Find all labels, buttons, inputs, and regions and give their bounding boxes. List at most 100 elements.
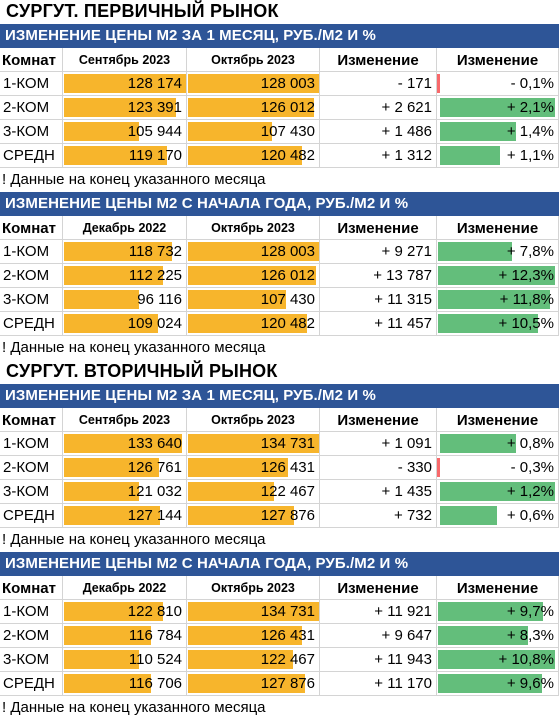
price-period-b: 127 876 [187,672,320,696]
cell-text: Октябрь 2023 [211,221,295,235]
cell-text: 134 731 [260,603,315,620]
table-row: 1-КОМ 128 174 128 003 - 171 - 0,1% [0,72,559,96]
price-period-a: 123 391 [63,96,187,120]
cell-text: + 11 943 [374,651,432,668]
change-percent: + 9,7% [437,600,559,624]
price-period-a: 126 761 [63,456,187,480]
change-absolute: + 11 943 [320,648,437,672]
price-period-a: 109 024 [63,312,187,336]
table-row: СРЕДН 116 706 127 876 + 11 170 + 9,6% [0,672,559,696]
cell-text: + 2,1% [506,99,554,116]
change-percent: + 0,6% [437,504,559,528]
cell-text: + 2 621 [381,99,432,116]
change-absolute: + 11 315 [320,288,437,312]
change-percent: - 0,3% [437,456,559,480]
negative-change-databar [437,458,440,477]
price-period-a: 110 524 [63,648,187,672]
price-period-b: 126 431 [187,456,320,480]
cell-text: Изменение [337,580,419,597]
cell-text: ! Данные на конец указанного месяца [2,531,266,548]
price-databar [188,674,305,693]
row-label: 3-КОМ [0,120,63,144]
price-period-a: 96 116 [63,288,187,312]
cell-text: - 330 [397,459,432,476]
cell-text: 3-КОМ [3,483,50,500]
cell-text: 127 876 [260,675,315,692]
cell-text: 126 431 [260,627,315,644]
table-row: СРЕДН 109 024 120 482 + 11 457 + 10,5% [0,312,559,336]
cell-text: Октябрь 2023 [211,53,295,67]
change-absolute: + 1 312 [320,144,437,168]
price-period-b: 127 876 [187,504,320,528]
cell-text: 107 430 [260,123,315,140]
change-percent: + 10,8% [437,648,559,672]
price-databar [64,314,158,333]
change-percent: + 7,8% [437,240,559,264]
cell-text: 126 012 [260,267,315,284]
price-databar [64,146,167,165]
table-band: ИЗМЕНЕНИЕ ЦЕНЫ М2 ЗА 1 МЕСЯЦ, РУБ./М2 И … [0,24,559,48]
cell-text: 2-КОМ [3,459,50,476]
cell-text: ИЗМЕНЕНИЕ ЦЕНЫ М2 С НАЧАЛА ГОДА, РУБ./М2… [5,195,409,212]
cell-text: Изменение [337,412,419,429]
cell-text: + 9,7% [506,603,554,620]
change-absolute: + 1 486 [320,120,437,144]
cell-text: 112 225 [128,267,182,284]
price-databar [64,602,163,621]
price-databar [188,314,307,333]
cell-text: 116 784 [128,627,182,644]
cell-text: + 10,5% [498,315,554,332]
cell-text: 122 467 [260,483,315,500]
change-absolute: - 330 [320,456,437,480]
footnote-row: ! Данные на конец указанного месяца [0,696,559,720]
cell-text: + 1 091 [381,435,432,452]
cell-text: 2-КОМ [3,99,50,116]
price-period-b: 107 430 [187,288,320,312]
positive-change-databar [438,290,550,309]
positive-change-databar [438,626,528,645]
positive-change-databar [438,602,543,621]
cell-text: 127 144 [127,507,182,524]
price-period-b: 122 467 [187,480,320,504]
row-label: 3-КОМ [0,288,63,312]
positive-change-databar [440,482,555,501]
change-absolute: + 13 787 [320,264,437,288]
header-change-pct: Изменение [437,216,559,240]
price-databar [188,506,294,525]
cell-text: 119 170 [128,147,182,164]
header-period-b: Октябрь 2023 [187,576,320,600]
table-row: 3-КОМ 121 032 122 467 + 1 435 + 1,2% [0,480,559,504]
price-period-b: 128 003 [187,72,320,96]
negative-change-databar [437,74,440,93]
header-period-b: Октябрь 2023 [187,48,320,72]
change-percent: + 10,5% [437,312,559,336]
price-databar [188,602,319,621]
cell-text: Октябрь 2023 [211,413,295,427]
price-databar [188,242,319,261]
positive-change-databar [438,314,538,333]
cell-text: 121 032 [127,483,182,500]
positive-change-databar [440,434,516,453]
cell-text: Изменение [337,220,419,237]
header-period-a: Декабрь 2022 [63,216,187,240]
cell-text: + 1 435 [381,483,432,500]
header-change-pct: Изменение [437,408,559,432]
table-band: ИЗМЕНЕНИЕ ЦЕНЫ М2 С НАЧАЛА ГОДА, РУБ./М2… [0,552,559,576]
cell-text: + 0,6% [506,507,554,524]
header-change-abs: Изменение [320,408,437,432]
cell-text: + 9 647 [381,627,432,644]
price-databar [188,74,319,93]
cell-text: 116 706 [128,675,182,692]
price-databar [188,122,272,141]
cell-text: 123 391 [127,99,182,116]
column-header-row: Комнат Декабрь 2022 Октябрь 2023 Изменение И… [0,576,559,600]
header-period-a: Сентябрь 2023 [63,48,187,72]
header-change-abs: Изменение [320,48,437,72]
section-title: СУРГУТ. ПЕРВИЧНЫЙ РЫНОК [6,1,279,21]
row-label: 1-КОМ [0,432,63,456]
cell-text: Изменение [456,580,539,597]
cell-text: ИЗМЕНЕНИЕ ЦЕНЫ М2 С НАЧАЛА ГОДА, РУБ./М2… [5,555,409,572]
cell-text: + 11 315 [374,291,432,308]
price-period-b: 122 467 [187,648,320,672]
row-label: 1-КОМ [0,240,63,264]
